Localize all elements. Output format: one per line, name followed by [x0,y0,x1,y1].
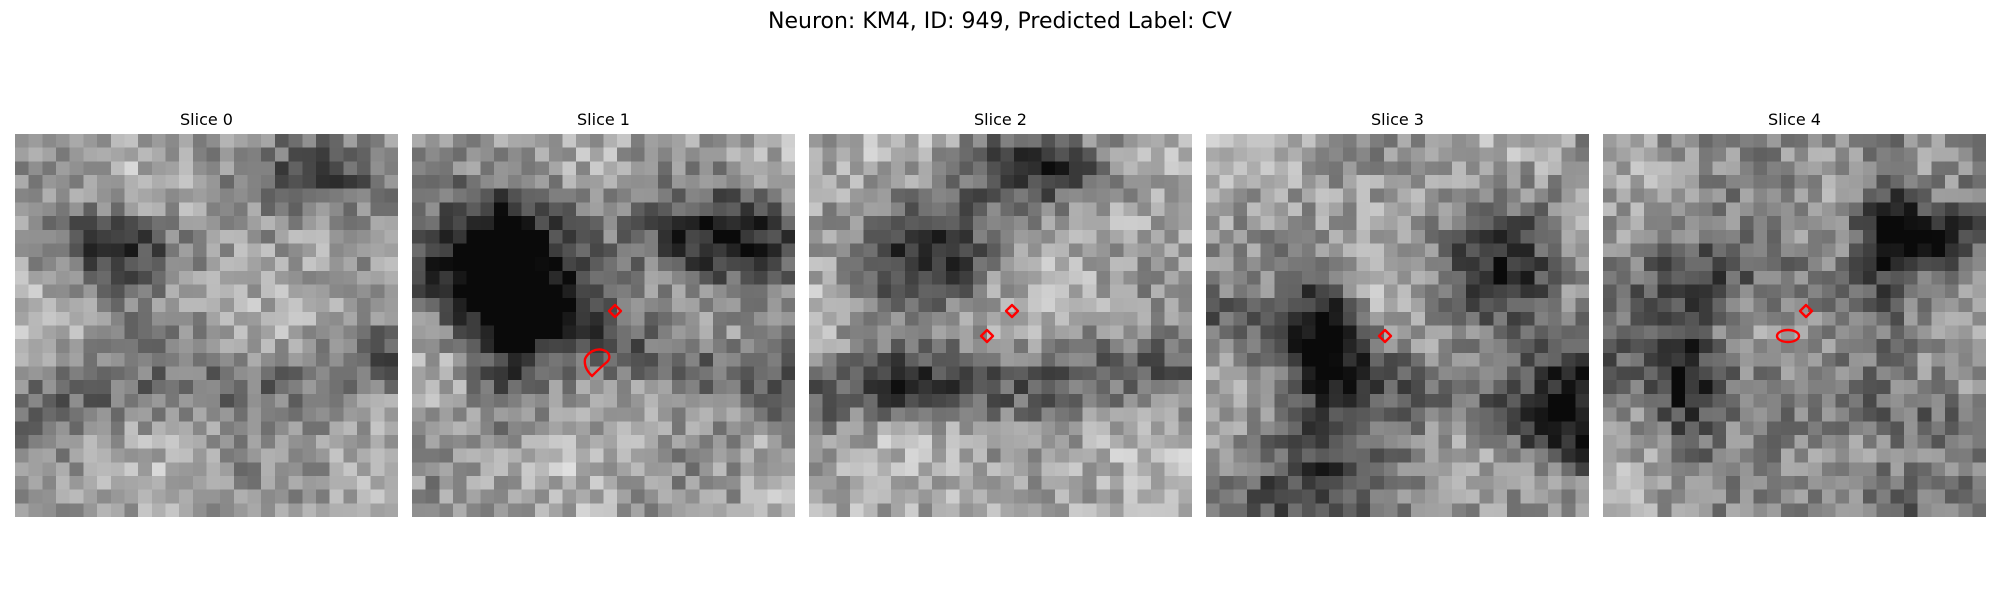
figure-title: Neuron: KM4, ID: 949, Predicted Label: C… [768,9,1232,34]
micrograph-canvas [1206,134,1589,517]
slice-title: Slice 3 [1371,110,1424,129]
marker-overlay [1377,328,1393,344]
diamond-marker [1798,303,1814,319]
diamond-marker [1004,303,1020,319]
marker-overlay [583,303,623,378]
ellipse-marker [1775,328,1801,344]
contour-marker [583,348,611,378]
diamond-marker [607,303,623,319]
micrograph-canvas [15,134,398,517]
diamond-marker [1377,328,1393,344]
slice-image [809,134,1192,517]
slice-image [1603,134,1986,517]
diamond-marker [979,328,995,344]
micrograph-canvas [412,134,795,517]
micrograph-canvas [1603,134,1986,517]
slice-image [412,134,795,517]
slice-title: Slice 0 [180,110,233,129]
slice-image [15,134,398,517]
slice-image [1206,134,1589,517]
slice-title: Slice 2 [974,110,1027,129]
slice-title: Slice 1 [577,110,630,129]
micrograph-canvas [809,134,1192,517]
marker-overlay [15,134,398,517]
slice-title: Slice 4 [1768,110,1821,129]
marker-overlay [1775,303,1814,344]
marker-overlay [979,303,1020,344]
